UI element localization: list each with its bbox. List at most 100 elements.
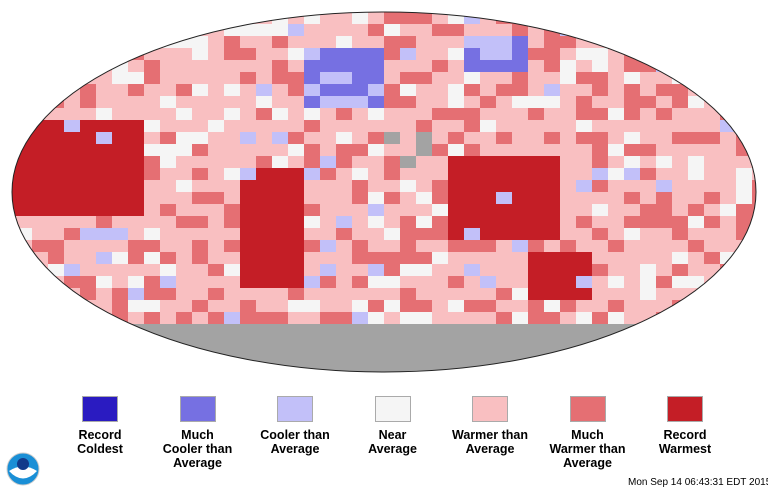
- map-cell: [384, 228, 400, 240]
- map-cell: [400, 36, 416, 48]
- map-cell: [144, 336, 160, 348]
- map-cell: [480, 348, 496, 360]
- map-cell: [320, 144, 336, 156]
- map-cell: [608, 96, 624, 108]
- map-cell: [624, 180, 640, 192]
- map-cell: [320, 84, 336, 96]
- map-cell: [736, 192, 752, 204]
- map-cell: [64, 96, 80, 108]
- map-cell: [592, 108, 608, 120]
- map-cell: [384, 312, 400, 324]
- map-cell: [480, 120, 496, 132]
- map-cell: [432, 36, 448, 48]
- map-cell: [144, 12, 160, 24]
- map-cell: [384, 36, 400, 48]
- map-cell: [48, 144, 64, 156]
- map-cell: [688, 240, 704, 252]
- map-cell: [592, 216, 608, 228]
- map-cell: [320, 12, 336, 24]
- map-cell: [672, 96, 688, 108]
- map-cell: [176, 0, 192, 12]
- map-cell: [176, 24, 192, 36]
- map-cell: [12, 276, 16, 288]
- map-cell: [592, 0, 608, 12]
- map-cell: [704, 60, 720, 72]
- map-cell: [608, 144, 624, 156]
- map-cell: [144, 312, 160, 324]
- map-cell: [688, 180, 704, 192]
- map-cell: [352, 300, 368, 312]
- map-cell: [192, 264, 208, 276]
- map-cell: [512, 216, 528, 228]
- map-cell: [112, 120, 128, 132]
- map-cell: [560, 132, 576, 144]
- map-cell: [400, 192, 416, 204]
- map-cell: [528, 48, 544, 60]
- map-cell: [544, 240, 560, 252]
- map-cell: [192, 132, 208, 144]
- map-cell: [464, 156, 480, 168]
- map-cell: [240, 312, 256, 324]
- map-cell: [240, 156, 256, 168]
- map-cell: [256, 228, 272, 240]
- map-cell: [528, 84, 544, 96]
- map-cell: [384, 240, 400, 252]
- map-cell: [416, 276, 432, 288]
- map-cell: [368, 132, 384, 144]
- map-cell: [368, 348, 384, 360]
- map-cell: [112, 372, 128, 384]
- map-cell: [736, 180, 752, 192]
- map-cell: [288, 300, 304, 312]
- map-cell: [224, 60, 240, 72]
- map-cell: [160, 60, 176, 72]
- map-cell: [304, 0, 320, 12]
- map-cell: [352, 168, 368, 180]
- map-cell: [384, 264, 400, 276]
- map-cell: [208, 36, 224, 48]
- map-cell: [320, 276, 336, 288]
- map-cell: [544, 384, 560, 390]
- map-cell: [368, 192, 384, 204]
- map-cell: [496, 228, 512, 240]
- map-cell: [720, 96, 736, 108]
- map-cell: [576, 108, 592, 120]
- map-cell: [96, 276, 112, 288]
- map-cell: [560, 324, 576, 336]
- map-cell: [624, 36, 640, 48]
- timestamp: Mon Sep 14 06:43:31 EDT 2015: [628, 477, 768, 488]
- map-cell: [576, 0, 592, 12]
- map-cell: [208, 108, 224, 120]
- legend-label: Record Warmest: [658, 428, 712, 456]
- map-cell: [304, 240, 320, 252]
- map-cell: [288, 276, 304, 288]
- map-cell: [256, 312, 272, 324]
- map-cell: [704, 312, 720, 324]
- map-cell: [304, 264, 320, 276]
- map-cell: [384, 180, 400, 192]
- map-cell: [272, 384, 288, 390]
- map-cell: [160, 108, 176, 120]
- map-cell: [400, 384, 416, 390]
- map-cell: [272, 72, 288, 84]
- map-cell: [624, 72, 640, 84]
- map-cell: [384, 276, 400, 288]
- map-cell: [128, 336, 144, 348]
- map-cell: [528, 108, 544, 120]
- map-cell: [160, 252, 176, 264]
- map-cell: [704, 108, 720, 120]
- map-cell: [304, 348, 320, 360]
- map-cell: [320, 216, 336, 228]
- map-cell: [176, 300, 192, 312]
- map-cell: [464, 372, 480, 384]
- map-cell: [64, 312, 80, 324]
- map-cell: [320, 372, 336, 384]
- map-cell: [512, 0, 528, 12]
- map-cell: [80, 336, 96, 348]
- map-cell: [112, 264, 128, 276]
- map-cell: [288, 168, 304, 180]
- map-cell: [640, 60, 656, 72]
- map-cell: [64, 0, 80, 12]
- map-cell: [688, 60, 704, 72]
- map-cell: [48, 252, 64, 264]
- map-cell: [368, 96, 384, 108]
